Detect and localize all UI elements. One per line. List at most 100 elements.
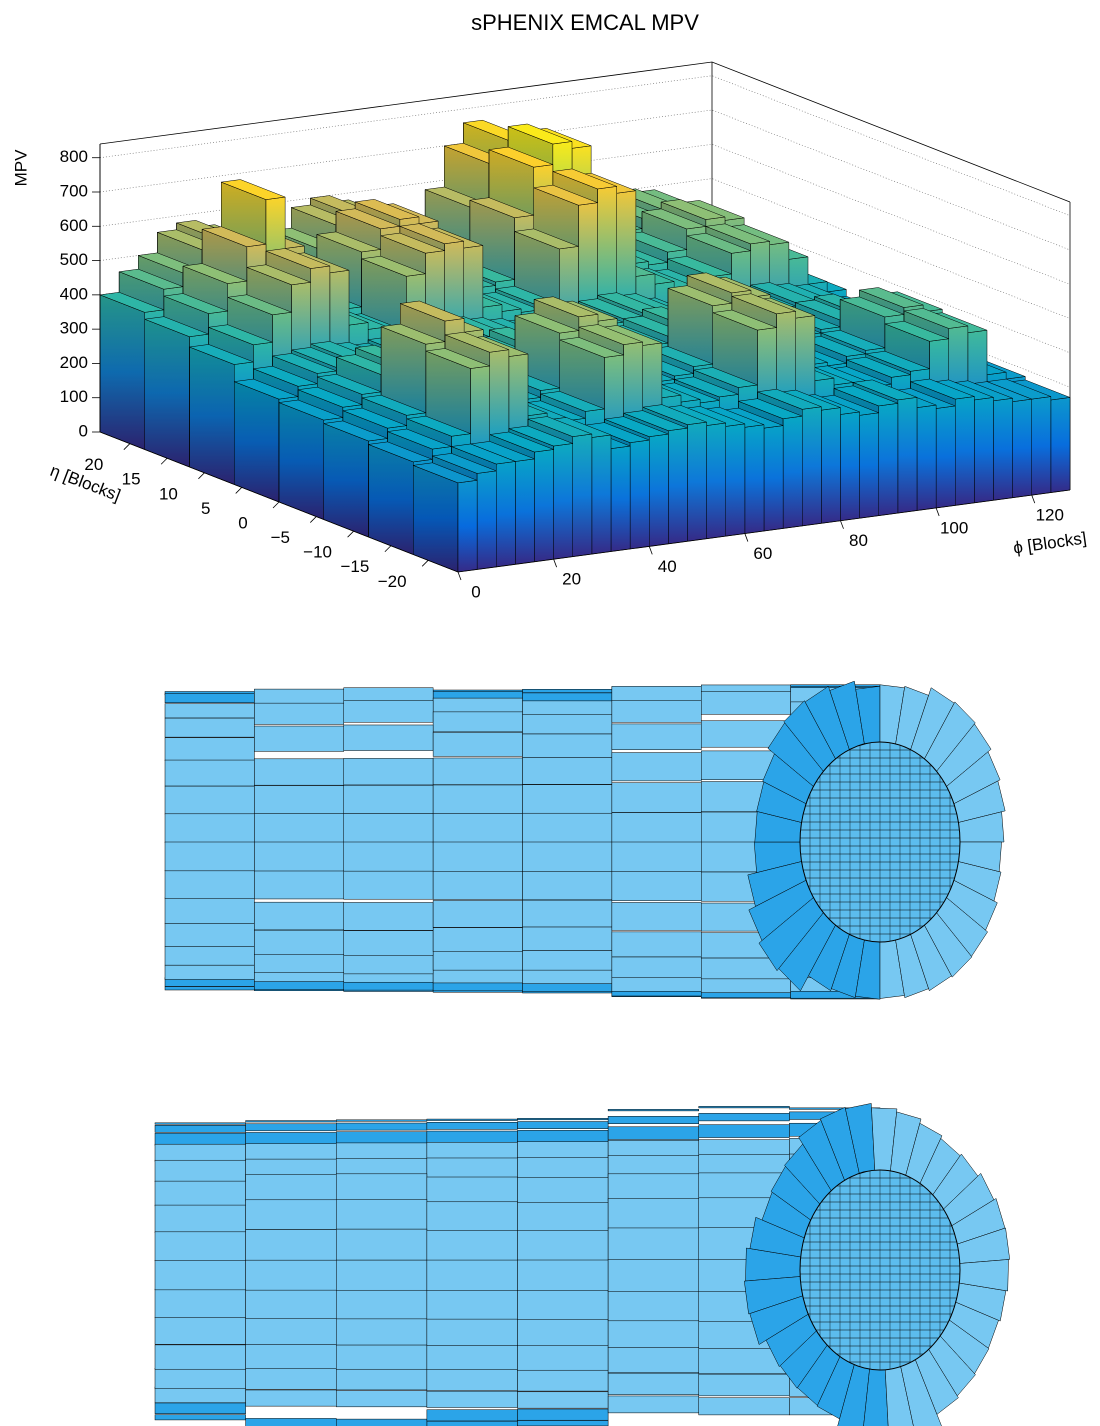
bar-front	[878, 403, 899, 516]
cylinder-block	[254, 901, 344, 931]
cylinder-block	[522, 733, 613, 758]
bar-front	[935, 405, 956, 509]
bar-front	[572, 433, 593, 557]
z-tick-label: 400	[60, 284, 88, 303]
cylinder-block	[698, 1106, 790, 1109]
bar-top	[315, 231, 382, 253]
bar-front	[897, 397, 918, 514]
bar-front	[1050, 397, 1071, 493]
bar-top	[692, 367, 759, 388]
cylinder-block	[522, 757, 613, 785]
cylinder-block	[154, 1317, 246, 1345]
bar-front	[629, 439, 650, 550]
bar-front	[955, 396, 975, 506]
bar-top	[265, 248, 331, 269]
bar-top	[297, 386, 363, 408]
y-tick	[347, 530, 354, 538]
y-tick	[310, 516, 317, 523]
bar-front	[859, 412, 879, 519]
bar-top	[354, 199, 420, 220]
cylinder-block	[154, 1180, 246, 1207]
x-tick-label: 120	[1036, 506, 1064, 525]
bar-top	[647, 346, 714, 367]
x-tick-label: 40	[658, 557, 677, 576]
cylinder-block	[432, 711, 523, 733]
x-tick-label: 100	[940, 518, 968, 537]
cylinder-block	[611, 812, 702, 843]
cylinder-block	[426, 1345, 518, 1370]
cylinder-block	[164, 965, 255, 980]
cylinder-block	[164, 737, 255, 761]
cylinder-block	[432, 968, 523, 984]
bar-top	[99, 292, 165, 313]
chart-title: sPHENIX EMCAL MPV	[471, 10, 699, 35]
cylinder-block	[245, 1120, 337, 1123]
bar-side-shade	[189, 346, 235, 485]
bar-top	[278, 399, 344, 421]
cylinder-block	[336, 1131, 428, 1145]
bar-top	[756, 388, 823, 410]
cylinder-block	[426, 1157, 518, 1181]
cylinder-block	[426, 1142, 518, 1160]
cylinder-block	[245, 1418, 337, 1426]
cylinder-block	[607, 1116, 699, 1124]
x-tick	[648, 546, 653, 555]
bar-top	[424, 348, 491, 369]
cylinder-block	[164, 946, 255, 966]
bar-front	[476, 470, 497, 570]
cylinder-block	[611, 752, 702, 782]
x-tick	[840, 520, 844, 529]
cylinder-block	[611, 956, 702, 978]
cylinder-block	[164, 986, 255, 991]
cylinder-block	[343, 953, 434, 975]
grid-line	[99, 178, 1071, 319]
cylinder-block	[607, 1395, 699, 1414]
bar-top	[641, 208, 707, 230]
z-tick-label: 700	[60, 181, 88, 200]
cylinder-block	[154, 1122, 246, 1125]
bar-front	[553, 443, 573, 560]
bar-top	[507, 425, 574, 447]
cylinder-block	[154, 1367, 246, 1389]
cylinder-block	[522, 950, 613, 971]
cylinder-block	[607, 1140, 699, 1159]
bar-top	[852, 379, 918, 401]
cylinder-block	[517, 1259, 609, 1291]
cylinder-block	[426, 1289, 518, 1320]
cylinder-block	[336, 1344, 428, 1370]
cylinder-block	[698, 1397, 790, 1416]
cylinder-block	[154, 1159, 246, 1182]
cylinder-block	[426, 1122, 518, 1130]
cylinder-block	[164, 703, 255, 719]
grid-line	[99, 212, 1071, 354]
cylinder-block	[254, 688, 344, 706]
cylinder-block	[607, 1372, 699, 1395]
y-tick-label: 0	[238, 513, 247, 532]
bar-front	[610, 445, 631, 552]
bar-side-shade	[323, 423, 369, 538]
cylinder-block	[611, 686, 702, 703]
cylinder-block	[336, 1173, 428, 1201]
x-axis-title: ϕ [Blocks]	[1012, 528, 1088, 557]
cylinder-block	[517, 1141, 609, 1160]
cylinder-block	[336, 1259, 428, 1291]
cylinder-block	[517, 1345, 609, 1371]
cylinder-block	[607, 1347, 699, 1373]
cylinder-block	[522, 968, 613, 984]
cylinder-block	[432, 927, 523, 952]
cylinder-block	[164, 813, 255, 843]
cylinder-block	[426, 1369, 518, 1391]
cylinder-block	[245, 1289, 337, 1319]
bar-front	[840, 411, 860, 522]
bar-top	[507, 123, 573, 145]
cylinder-block	[432, 697, 523, 714]
cylinder-block	[426, 1118, 518, 1121]
cylinder-block	[522, 714, 613, 735]
cylinder-block	[611, 700, 702, 723]
cylinder-block	[698, 1113, 790, 1122]
bar-top	[909, 378, 976, 400]
cylinder-block	[607, 1290, 699, 1322]
cylinder-block	[245, 1123, 337, 1132]
cylinder-block	[432, 784, 523, 814]
cylinder-block	[522, 784, 613, 814]
